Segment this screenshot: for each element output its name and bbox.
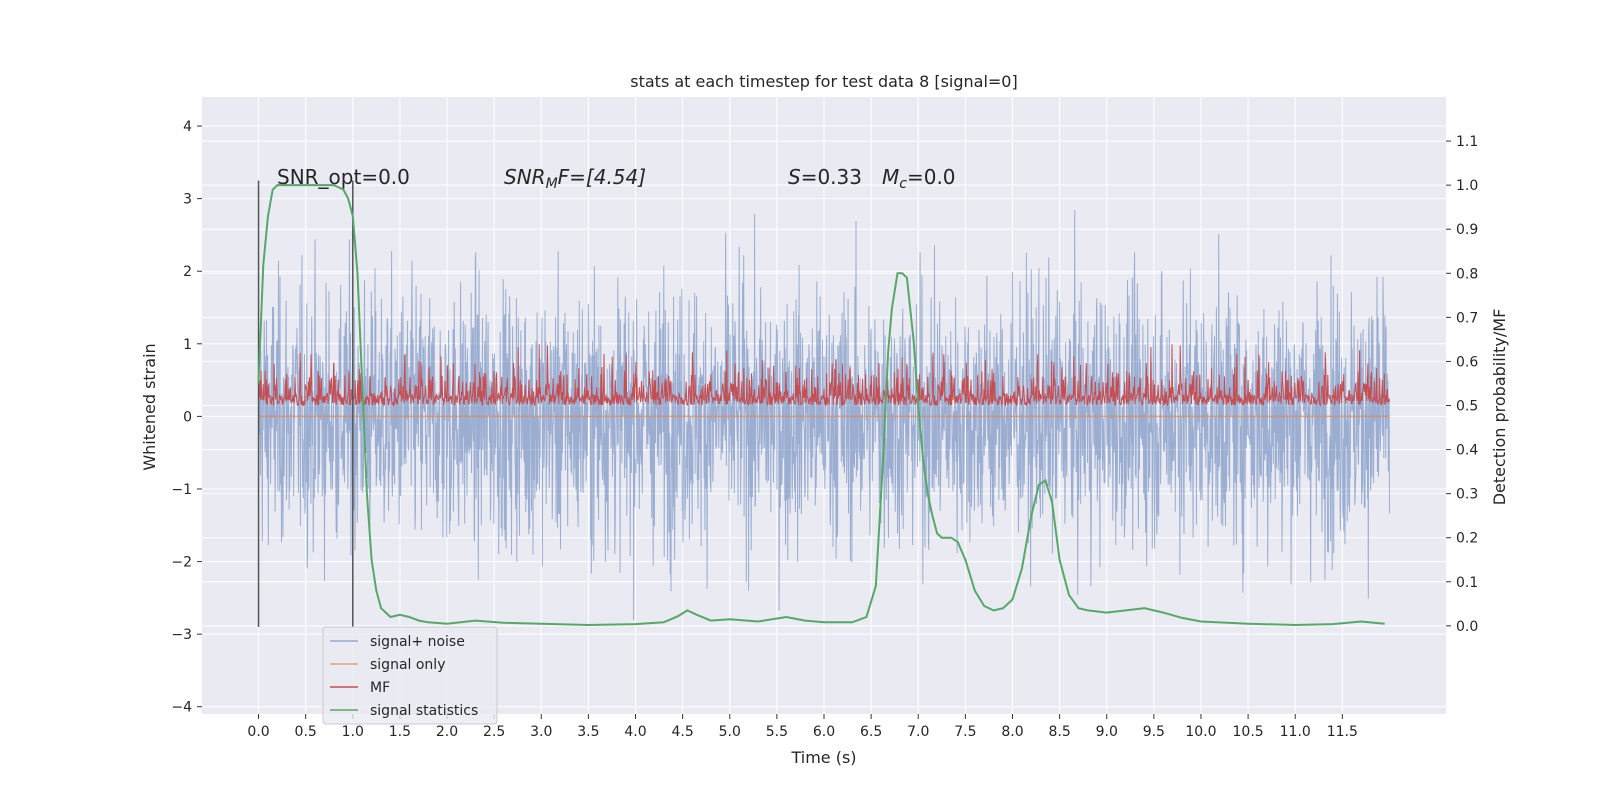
- legend-label-signal-noise: signal+ noise: [370, 634, 465, 650]
- x-tick-label: 5.0: [719, 724, 741, 740]
- right-y-tick-label: 0.7: [1456, 310, 1478, 326]
- x-tick-label: 9.0: [1096, 724, 1118, 740]
- y-tick-label: −2: [171, 555, 192, 571]
- x-tick-label: 11.5: [1327, 724, 1358, 740]
- x-tick-label: 1.5: [389, 724, 411, 740]
- x-tick-label: 4.5: [672, 724, 694, 740]
- x-tick-label: 11.0: [1280, 724, 1311, 740]
- right-y-tick-label: 0.3: [1456, 487, 1478, 503]
- y-tick-label: 3: [183, 192, 192, 208]
- right-y-tick-label: 0.2: [1456, 531, 1478, 547]
- x-tick-label: 9.5: [1143, 724, 1165, 740]
- y-tick-label: 4: [183, 119, 192, 135]
- x-tick-label: 3.5: [577, 724, 599, 740]
- legend-box: [322, 626, 498, 725]
- x-tick-label: 10.0: [1185, 724, 1216, 740]
- annotation-snr-mf: SNRMF=[4.54]: [504, 165, 646, 192]
- right-y-tick-label: 1.1: [1456, 134, 1478, 150]
- series-signal-noise: [258, 210, 1390, 620]
- x-tick-label: 6.5: [860, 724, 882, 740]
- x-tick-label: 8.0: [1001, 724, 1023, 740]
- y-tick-label: 1: [183, 337, 192, 353]
- right-y-tick-label: 0.5: [1456, 399, 1478, 415]
- right-y-gridlines: [202, 140, 1446, 627]
- y-tick-label: 2: [183, 264, 192, 280]
- right-y-axis-ticks: 0.0 0.1 0.2 0.3 0.4 0.5 0.6 0.7 0.8 0.9 1.0 1.1: [1446, 134, 1478, 635]
- signal-statistics-line: [257, 184, 1385, 627]
- x-tick-label: 1.0: [342, 724, 364, 740]
- right-y-tick-label: 0.1: [1456, 575, 1478, 591]
- y-tick-label: −1: [171, 482, 192, 498]
- y-tick-label: −4: [171, 700, 192, 716]
- right-y-tick-label: 0.9: [1456, 222, 1478, 238]
- x-tick-label: 4.0: [624, 724, 646, 740]
- x-tick-label: 3.0: [530, 724, 552, 740]
- chart-title: stats at each timestep for test data 8 […: [630, 72, 1017, 91]
- legend: signal+ noise signal only MF signal stat…: [322, 626, 498, 725]
- x-axis-label: Time (s): [790, 748, 856, 767]
- right-y-tick-label: 0.6: [1456, 354, 1478, 370]
- y-tick-label: 0: [183, 409, 192, 425]
- signal-noise-line: [258, 210, 1390, 620]
- x-tick-label: 7.5: [954, 724, 976, 740]
- y-axis-ticks: −4 −3 −2 −1 0 1 2 3 4: [171, 119, 202, 716]
- x-tick-label: 0.5: [295, 724, 317, 740]
- right-y-tick-label: 0.8: [1456, 266, 1478, 282]
- right-y-tick-label: 0.0: [1456, 619, 1478, 635]
- vertical-markers: [257, 180, 354, 627]
- x-tick-label: 0.0: [247, 724, 269, 740]
- annotation-s: S=0.33: [788, 165, 862, 189]
- y-axis-label: Whitened strain: [140, 343, 159, 470]
- legend-label-signal-statistics: signal statistics: [370, 703, 478, 719]
- right-y-axis-label: Detection probability/MF: [1490, 309, 1509, 506]
- x-axis-ticks: 0.0 0.5 1.0 1.5 2.0 2.5 3.0 3.5 4.0 4.5 5.0 5.5 6.0 6…: [247, 714, 1358, 740]
- x-tick-label: 8.5: [1048, 724, 1070, 740]
- legend-label-mf: MF: [370, 680, 390, 696]
- series-mf: [258, 344, 1390, 408]
- right-y-tick-label: 1.0: [1456, 178, 1478, 194]
- series-signal-statistics: [257, 184, 1385, 627]
- y-tick-label: −3: [171, 627, 192, 643]
- x-tick-label: 5.5: [766, 724, 788, 740]
- x-tick-label: 2.5: [483, 724, 505, 740]
- x-tick-label: 10.5: [1233, 724, 1264, 740]
- legend-label-signal-only: signal only: [370, 657, 445, 673]
- right-y-tick-label: 0.4: [1456, 443, 1478, 459]
- annotation-snr-opt: SNR_opt=0.0: [277, 165, 410, 189]
- x-tick-label: 6.0: [813, 724, 835, 740]
- mf-line: [258, 344, 1390, 408]
- x-tick-label: 2.0: [436, 724, 458, 740]
- annotation-mc: Mc=0.0: [882, 165, 956, 192]
- x-tick-label: 7.0: [907, 724, 929, 740]
